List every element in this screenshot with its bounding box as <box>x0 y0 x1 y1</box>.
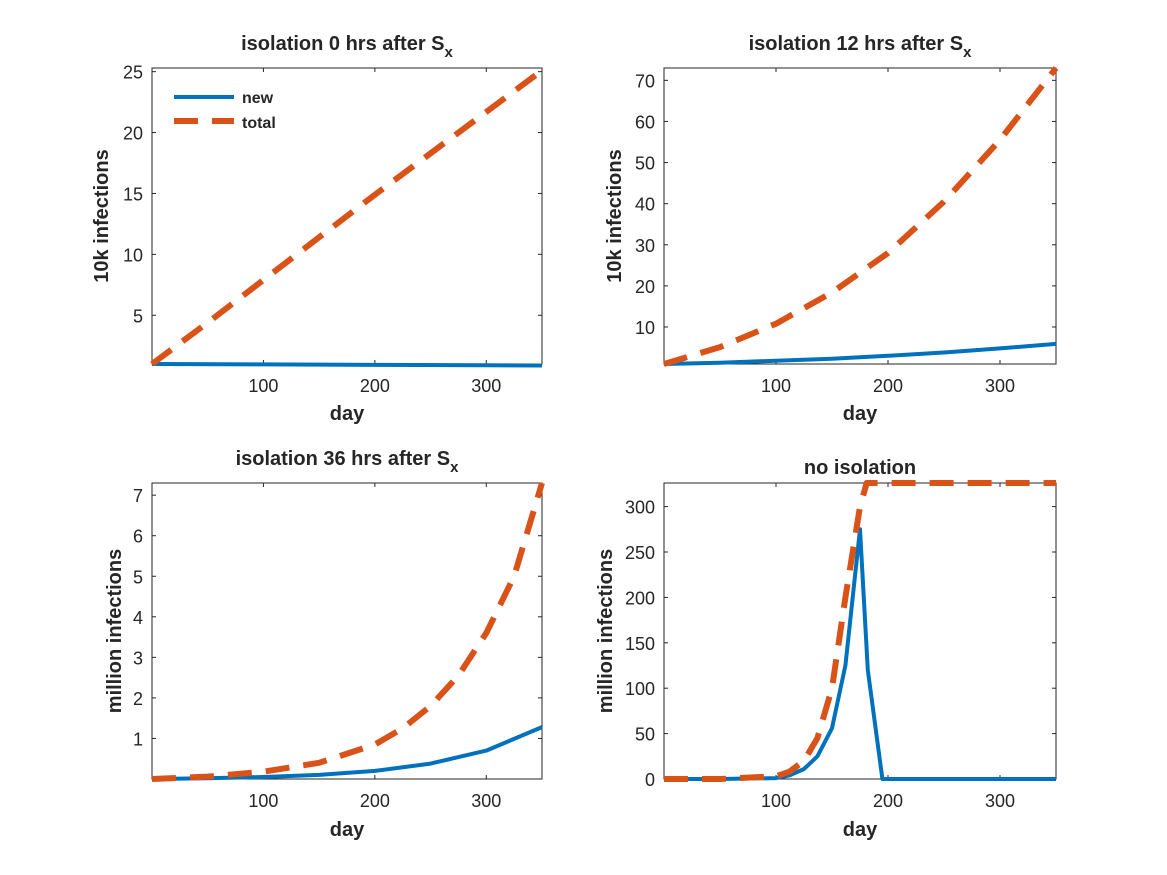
x-axis-label: day <box>843 403 878 425</box>
y-tick-label: 200 <box>625 588 655 608</box>
y-axis-label: million infections <box>104 549 126 713</box>
x-tick-label: 100 <box>761 791 791 811</box>
x-tick-label: 300 <box>985 791 1015 811</box>
y-tick-label: 50 <box>635 725 655 745</box>
x-tick-label: 300 <box>471 791 501 811</box>
x-tick-label: 300 <box>471 376 501 396</box>
y-tick-label: 70 <box>635 71 655 91</box>
panel-title: no isolation <box>804 457 916 479</box>
y-tick-label: 5 <box>133 306 143 326</box>
series-lines <box>150 67 544 368</box>
x-axis-label: day <box>330 403 365 425</box>
series-line-new <box>663 341 1057 366</box>
series-line-total <box>663 66 1059 367</box>
plot-area <box>663 67 1057 365</box>
y-axis-label: 10k infections <box>604 149 626 282</box>
y-tick-label: 4 <box>133 608 143 628</box>
panel-isolation-12hrs: isolation 12 hrs after Sx 100 200 300 10 20 3… <box>604 33 1059 425</box>
y-tick-label: 5 <box>133 567 143 587</box>
y-tick-label: 60 <box>635 112 655 132</box>
series-line-new <box>151 362 543 368</box>
y-tick-label: 3 <box>133 648 143 668</box>
panel-title: isolation 0 hrs after Sx <box>241 33 453 61</box>
y-tick-label: 0 <box>645 770 655 790</box>
x-tick-label: 200 <box>873 376 903 396</box>
y-axis-label: million infections <box>595 549 617 713</box>
series-lines <box>664 480 1056 782</box>
panel-title: isolation 12 hrs after Sx <box>749 33 973 61</box>
x-tick-label: 100 <box>248 791 278 811</box>
y-tick-label: 300 <box>625 498 655 518</box>
panel-title: isolation 36 hrs after Sx <box>236 448 460 476</box>
x-axis-label: day <box>330 819 365 841</box>
x-axis-label: day <box>843 819 878 841</box>
y-tick-label: 2 <box>133 689 143 709</box>
plot-area <box>151 482 543 780</box>
x-tick-label: 200 <box>873 791 903 811</box>
series-line-new <box>151 725 543 781</box>
y-tick-label: 30 <box>635 236 655 256</box>
y-tick-label: 25 <box>123 63 143 83</box>
y-tick-label: 20 <box>123 124 143 144</box>
y-tick-label: 1 <box>133 729 143 749</box>
y-tick-label: 6 <box>133 527 143 547</box>
series-line-total <box>664 480 1056 782</box>
panel-isolation-36hrs: isolation 36 hrs after Sx 100 200 300 1 2 3 4 5… <box>104 448 545 841</box>
axis-ticks: 100 200 300 5 10 15 20 25 <box>123 63 542 396</box>
y-tick-label: 150 <box>625 634 655 654</box>
legend-total-label: total <box>242 115 276 132</box>
y-tick-label: 100 <box>625 679 655 699</box>
series-lines <box>151 482 545 782</box>
legend-new-label: new <box>242 90 274 107</box>
panel-isolation-0hrs: isolation 0 hrs after Sx 100 200 300 5 10 15 2… <box>91 33 544 425</box>
legend: new total <box>174 90 276 132</box>
series-line-new <box>664 527 1056 781</box>
axis-ticks: 100 200 300 10 20 30 40 50 60 70 <box>635 68 1056 396</box>
x-tick-label: 200 <box>360 791 390 811</box>
x-tick-label: 100 <box>761 376 791 396</box>
y-tick-label: 250 <box>625 543 655 563</box>
axis-ticks: 100 200 300 0 50 100 150 200 250 300 <box>625 483 1056 811</box>
series-line-total <box>151 482 545 782</box>
y-tick-label: 40 <box>635 195 655 215</box>
axis-ticks: 100 200 300 1 2 3 4 5 6 7 <box>133 483 542 811</box>
series-line-total <box>150 67 544 367</box>
x-tick-label: 200 <box>360 376 390 396</box>
y-tick-label: 7 <box>133 486 143 506</box>
y-axis-label: 10k infections <box>91 149 113 282</box>
y-tick-label: 50 <box>635 154 655 174</box>
y-tick-label: 20 <box>635 277 655 297</box>
series-lines <box>663 66 1059 367</box>
y-tick-label: 15 <box>123 184 143 204</box>
x-tick-label: 100 <box>248 376 278 396</box>
panel-no-isolation: no isolation 100 200 300 0 50 100 150 200 250 300… <box>595 457 1057 841</box>
y-tick-label: 10 <box>635 318 655 338</box>
x-tick-label: 300 <box>985 376 1015 396</box>
y-tick-label: 10 <box>123 245 143 265</box>
